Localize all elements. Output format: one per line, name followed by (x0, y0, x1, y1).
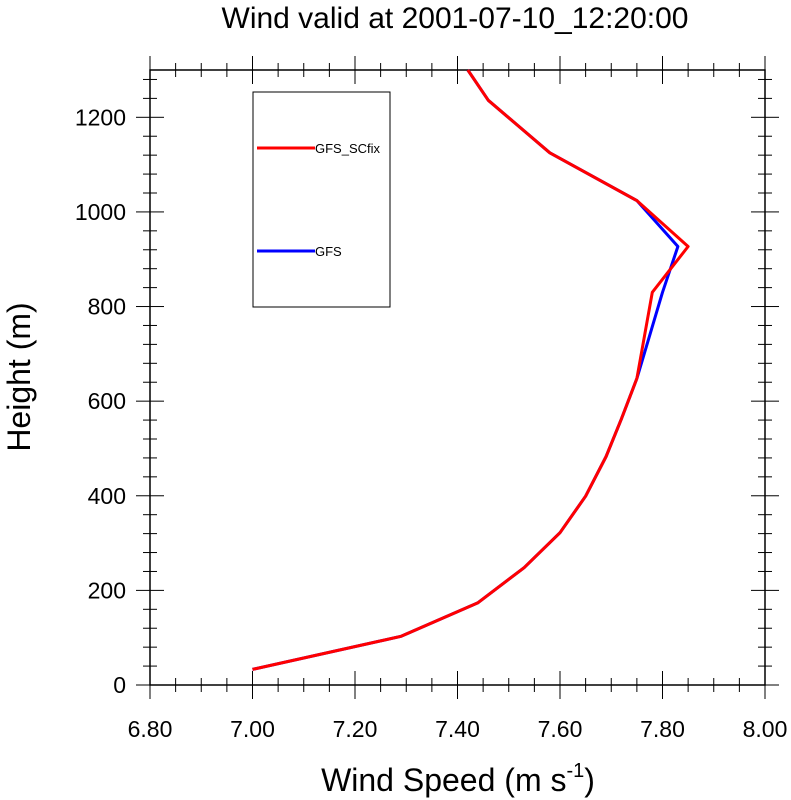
x-axis-label: Wind Speed (m s-1) (321, 760, 595, 798)
x-tick-label: 6.80 (128, 716, 173, 742)
x-tick-label: 7.20 (333, 716, 378, 742)
y-tick-label: 1200 (75, 104, 126, 130)
plot-frame (149, 69, 766, 686)
y-tick-label: 1000 (75, 199, 126, 225)
x-tick-label: 7.00 (230, 716, 275, 742)
x-tick-label: 7.40 (435, 716, 480, 742)
x-tick-label: 7.60 (538, 716, 583, 742)
x-axis-label-main: Wind Speed (m s (321, 762, 566, 798)
x-axis-label-superscript: -1 (566, 760, 584, 782)
x-tick-label: 7.80 (640, 716, 685, 742)
chart-title: Wind valid at 2001-07-10_12:20:00 (222, 2, 689, 35)
legend: GFS_SCfix GFS (252, 91, 391, 308)
y-tick-label: 400 (88, 483, 126, 509)
y-tick-label: 0 (113, 672, 126, 698)
plot-area: 6.80 7.00 7.20 7.40 7.60 7.80 8.00 0 200 400 600 80… (75, 56, 788, 742)
legend-label-gfs-scfix: GFS_SCfix (315, 141, 381, 156)
y-tick-label: 600 (88, 388, 126, 414)
y-tick-label: 800 (88, 294, 126, 320)
y-tick-label: 200 (88, 577, 126, 603)
series-line-gfs-scfix (252, 69, 690, 671)
x-axis-label-close: ) (584, 762, 595, 798)
legend-label-gfs: GFS (315, 244, 342, 259)
legend-box (252, 91, 391, 308)
y-axis-label: Height (m) (1, 302, 37, 451)
x-tick-label: 8.00 (743, 716, 788, 742)
